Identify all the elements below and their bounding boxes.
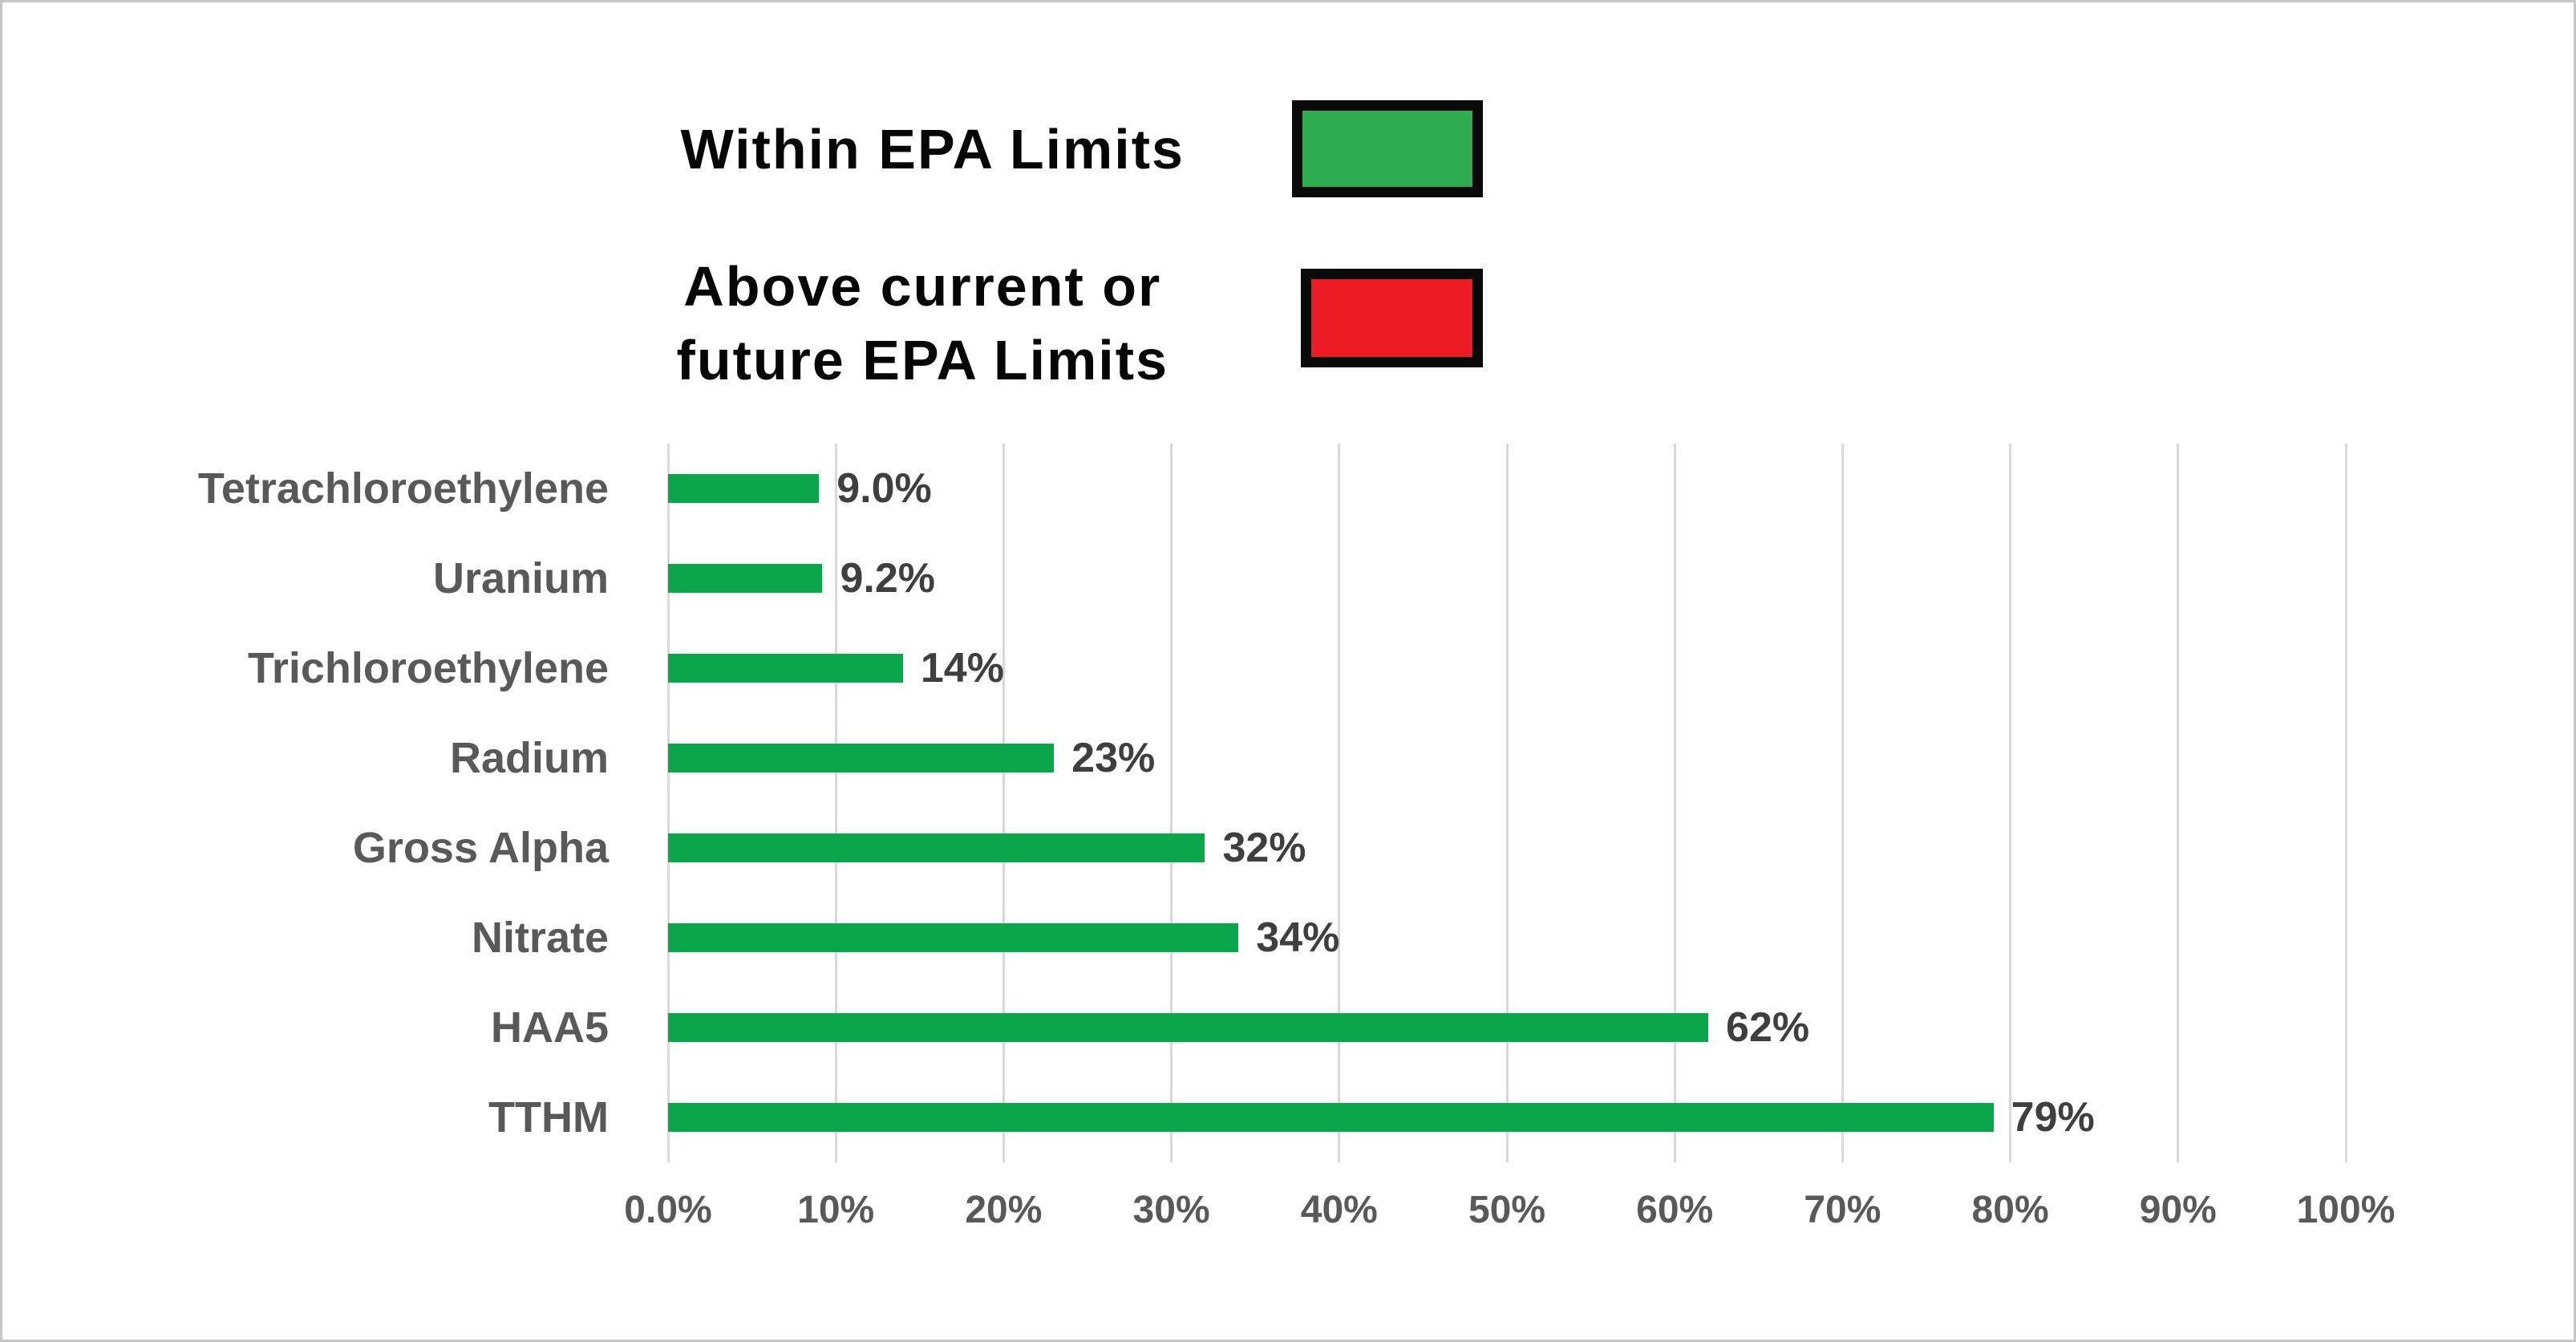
value-label-gross-alpha: 32% <box>1222 825 1306 871</box>
gridline-100 <box>2344 444 2347 1162</box>
x-axis-tick-label-0-0-: 0.0% <box>624 1189 712 1231</box>
legend-label-above-line2: future EPA Limits <box>676 329 1169 391</box>
x-axis-tick-label-20-: 20% <box>965 1189 1043 1231</box>
category-label-nitrate: Nitrate <box>471 914 609 962</box>
gridline-30 <box>1170 444 1173 1162</box>
gridline-60 <box>1673 444 1676 1162</box>
bar-tetrachloroethylene <box>668 474 820 503</box>
x-axis-tick-label-100-: 100% <box>2296 1189 2396 1231</box>
value-label-tthm: 79% <box>2011 1094 2095 1141</box>
gridline-50 <box>1505 444 1509 1162</box>
x-axis-tick-label-60-: 60% <box>1636 1189 1714 1231</box>
category-label-uranium: Uranium <box>432 554 609 602</box>
value-label-haa5: 62% <box>1726 1004 1810 1051</box>
gridline-0 <box>666 444 670 1162</box>
bar-gross-alpha <box>668 833 1205 862</box>
gridline-80 <box>2009 444 2012 1162</box>
bar-trichloroethylene <box>668 654 903 683</box>
x-axis-tick-label-30-: 30% <box>1132 1189 1210 1231</box>
x-axis-tick-label-80-: 80% <box>1971 1189 2049 1231</box>
legend-swatch-above-epa-limits <box>1301 269 1483 367</box>
x-axis-tick-label-50-: 50% <box>1468 1189 1546 1231</box>
legend-swatch-within-epa-limits <box>1292 100 1483 197</box>
bar-nitrate <box>668 923 1239 952</box>
category-label-radium: Radium <box>449 734 609 782</box>
value-label-nitrate: 34% <box>1256 914 1340 961</box>
legend-label-above-epa-limits: Above current or future EPA Limits <box>677 249 1169 397</box>
category-label-haa5: HAA5 <box>490 1003 609 1052</box>
legend-label-within-epa-limits: Within EPA Limits <box>680 118 1185 180</box>
value-label-tetrachloroethylene: 9.0% <box>836 465 932 512</box>
bar-radium <box>668 744 1055 772</box>
x-axis-tick-label-10-: 10% <box>797 1189 875 1231</box>
x-axis-tick-label-90-: 90% <box>2139 1189 2217 1231</box>
legend-label-above-line1: Above current or <box>683 255 1162 318</box>
category-label-gross-alpha: Gross Alpha <box>352 824 609 872</box>
gridline-90 <box>2177 444 2180 1162</box>
x-axis-tick-label-40-: 40% <box>1300 1189 1378 1231</box>
category-label-tetrachloroethylene: Tetrachloroethylene <box>197 464 609 513</box>
gridline-40 <box>1338 444 1341 1162</box>
plot-area: 9.0% 9.2% 14% 23% 32% 34% 62% 79% <box>666 444 2347 1162</box>
gridline-70 <box>1841 444 1844 1162</box>
bar-haa5 <box>668 1013 1709 1042</box>
bar-tthm <box>668 1103 1994 1132</box>
gridline-10 <box>834 444 837 1162</box>
x-axis-tick-label-70-: 70% <box>1804 1189 1881 1231</box>
gridline-20 <box>1002 444 1005 1162</box>
value-label-trichloroethylene: 14% <box>920 645 1004 691</box>
category-label-trichloroethylene: Trichloroethylene <box>247 644 609 692</box>
value-label-radium: 23% <box>1071 735 1156 781</box>
bar-uranium <box>668 564 823 593</box>
value-label-uranium: 9.2% <box>840 555 935 602</box>
category-label-tthm: TTHM <box>488 1093 609 1141</box>
